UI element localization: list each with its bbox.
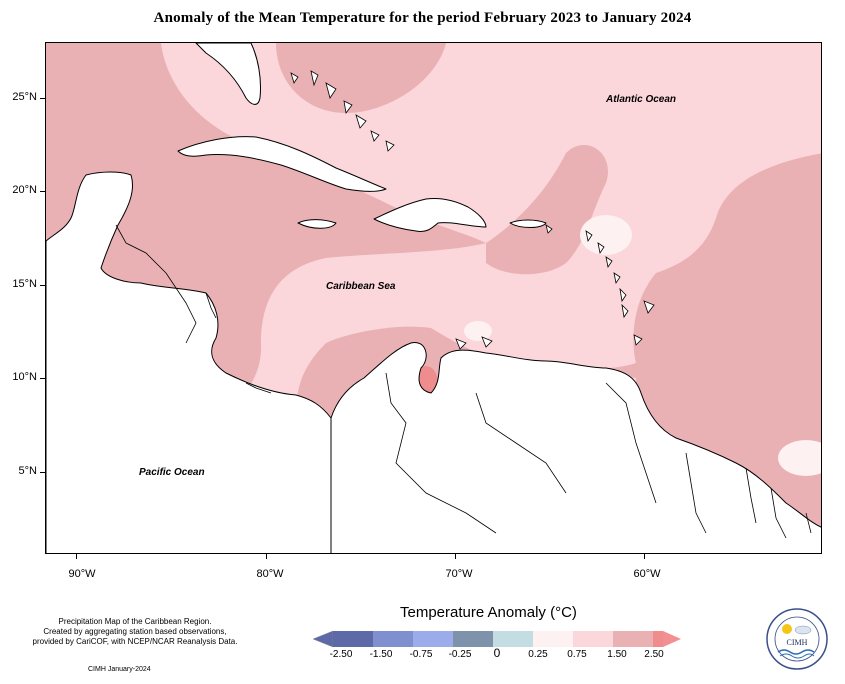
legend-swatch bbox=[613, 631, 653, 647]
y-axis-tick bbox=[40, 472, 45, 473]
credits-line-2: Created by aggregating station based obs… bbox=[43, 627, 227, 636]
caribbean-sea-label: Caribbean Sea bbox=[326, 281, 396, 292]
legend-swatch bbox=[333, 631, 373, 647]
legend-label: -2.50 bbox=[329, 649, 353, 660]
footer-text: CIMH January-2024 bbox=[88, 666, 151, 673]
puerto-rico-land bbox=[509, 219, 547, 228]
x-axis-tick bbox=[266, 554, 267, 559]
x-axis-tick bbox=[455, 554, 456, 559]
hispaniola-land bbox=[373, 198, 487, 232]
y-axis-label-15n: 15°N bbox=[12, 278, 37, 290]
legend-title: Temperature Anomaly (°C) bbox=[400, 604, 577, 621]
country-borders bbox=[115, 224, 812, 539]
anomaly-field-cool-spots bbox=[464, 215, 821, 476]
legend-label: 0.25 bbox=[528, 649, 548, 660]
atlantic-ocean-label: Atlantic Ocean bbox=[606, 94, 677, 105]
y-axis-label-25n: 25°N bbox=[12, 91, 37, 103]
credits-line-1: Precipitation Map of the Caribbean Regio… bbox=[58, 617, 212, 626]
x-axis-label-80w: 80°W bbox=[256, 568, 284, 580]
y-axis-tick bbox=[40, 191, 45, 192]
legend-arrow-low bbox=[313, 630, 334, 648]
legend-swatch bbox=[413, 631, 453, 647]
y-axis-label-10n: 10°N bbox=[12, 371, 37, 383]
x-axis-tick bbox=[644, 554, 645, 559]
land-masses bbox=[46, 43, 821, 553]
y-axis-label-5n: 5°N bbox=[18, 465, 37, 477]
x-axis-label-90w: 90°W bbox=[68, 568, 96, 580]
map-panel bbox=[45, 42, 822, 554]
x-axis-label-70w: 70°W bbox=[445, 568, 473, 580]
y-axis-tick bbox=[40, 98, 45, 99]
wave-icon bbox=[777, 649, 815, 655]
legend-label: 1.50 bbox=[607, 649, 627, 660]
legend-swatch bbox=[533, 631, 573, 647]
y-axis-tick bbox=[40, 285, 45, 286]
legend-colorbar bbox=[313, 630, 681, 648]
legend-swatch bbox=[453, 631, 493, 647]
cloud-icon bbox=[794, 625, 812, 635]
map-title: Anomaly of the Mean Temperature for the … bbox=[153, 10, 692, 26]
legend-label: 0 bbox=[493, 646, 501, 660]
cuba-land bbox=[177, 136, 387, 192]
x-axis-label-60w: 60°W bbox=[633, 568, 661, 580]
central-america-land bbox=[46, 171, 332, 553]
legend-label: -0.75 bbox=[409, 649, 433, 660]
legend-label: -0.25 bbox=[448, 649, 472, 660]
legend-label: 0.75 bbox=[567, 649, 587, 660]
islands bbox=[290, 70, 655, 350]
south-america-land bbox=[330, 342, 821, 553]
legend-arrow-high bbox=[663, 631, 681, 647]
anomaly-map bbox=[46, 43, 821, 553]
credits-block: Precipitation Map of the Caribbean Regio… bbox=[0, 617, 270, 647]
logo-text: CIMH bbox=[787, 638, 808, 647]
x-axis-tick bbox=[76, 554, 77, 559]
legend-label: 2.50 bbox=[644, 649, 664, 660]
legend-swatch bbox=[653, 631, 663, 647]
florida-land bbox=[195, 43, 261, 105]
pacific-ocean-label: Pacific Ocean bbox=[139, 467, 205, 478]
wave-icon bbox=[779, 653, 815, 659]
legend-swatch bbox=[373, 631, 413, 647]
legend-label: -1.50 bbox=[369, 649, 393, 660]
cimh-logo: CIMH bbox=[766, 608, 828, 670]
legend-swatch bbox=[493, 631, 533, 647]
y-axis-label-20n: 20°N bbox=[12, 184, 37, 196]
y-axis-tick bbox=[40, 378, 45, 379]
legend-swatch bbox=[573, 631, 613, 647]
credits-line-3: provided by CariCOF, with NCEP/NCAR Rean… bbox=[32, 637, 238, 646]
sun-icon bbox=[782, 624, 792, 634]
jamaica-land bbox=[297, 219, 337, 229]
